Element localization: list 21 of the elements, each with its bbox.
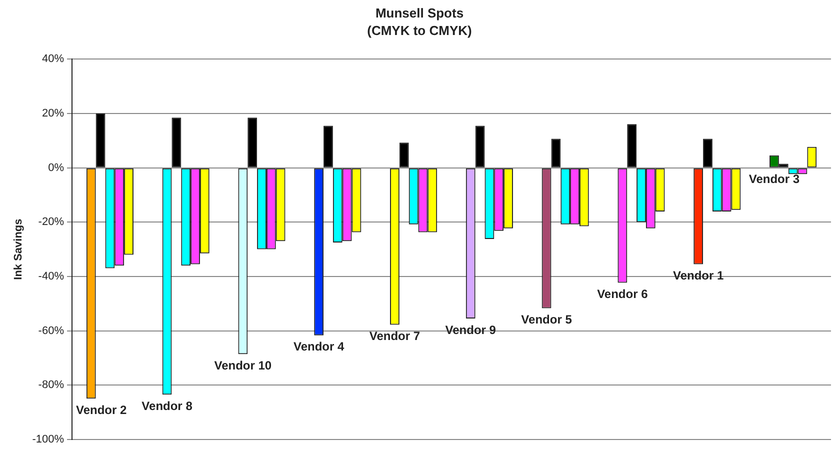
y-tick-label: -20%: [38, 216, 64, 228]
x-tick-label: Vendor 3: [748, 172, 800, 186]
x-tick-label: Vendor 10: [214, 358, 272, 372]
x-tick-label: Vendor 6: [597, 287, 648, 302]
x-tick-label: Vendor 1: [672, 268, 724, 283]
x-tick-label: Vendor 5: [521, 312, 572, 327]
y-tick-label: -40%: [38, 270, 64, 282]
x-tick-label: Vendor 4: [293, 340, 344, 354]
x-tick-label: Vendor 7: [369, 329, 420, 344]
chart-title: Munsell Spots: [375, 5, 464, 20]
x-tick-label: Vendor 8: [142, 398, 193, 413]
y-tick-label: 40%: [42, 53, 64, 66]
y-tick-label: -60%: [38, 324, 64, 337]
chart-subtitle: (CMYK to CMYK): [367, 22, 472, 38]
y-tick-label: -100%: [32, 433, 64, 446]
x-tick-label: Vendor 9: [445, 322, 496, 337]
y-tick-label: 0%: [48, 162, 64, 174]
x-tick-label: Vendor 2: [76, 402, 128, 417]
y-tick-label: -80%: [38, 379, 64, 392]
y-tick-label: 20%: [42, 108, 64, 120]
y-axis-title: Ink Savings: [12, 218, 25, 280]
